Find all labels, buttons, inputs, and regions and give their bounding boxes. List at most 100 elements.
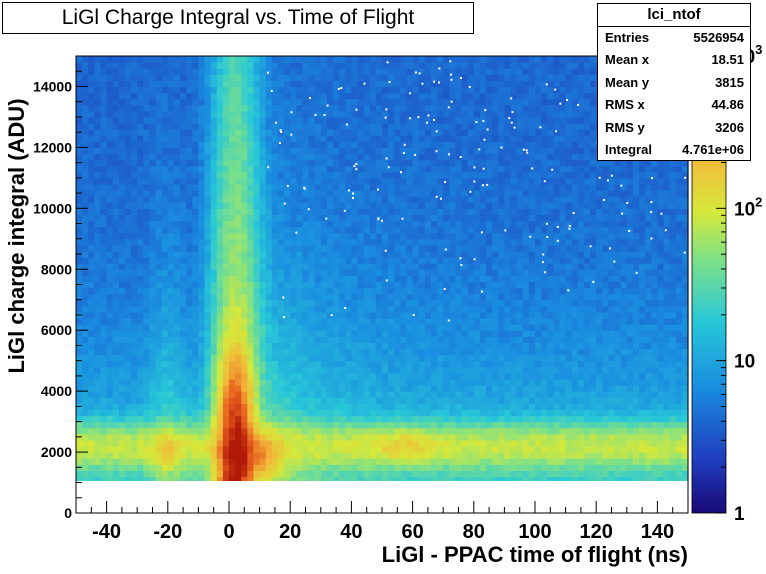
heatmap-cell [192, 202, 199, 209]
heatmap-cell [173, 68, 181, 75]
heatmap-cell [412, 153, 420, 161]
heatmap-cell [161, 171, 169, 179]
heatmap-cell [394, 311, 401, 319]
heatmap-cell [443, 92, 450, 100]
heatmap-cell [241, 330, 248, 337]
heatmap-cell [265, 305, 273, 313]
heatmap-cell [210, 445, 218, 453]
heatmap-cell [467, 263, 475, 270]
heatmap-cell [504, 263, 512, 270]
heatmap-cell [229, 360, 236, 368]
heatmap-cell [320, 147, 328, 155]
heatmap-cell [351, 116, 359, 124]
heatmap-cell [155, 263, 163, 270]
heatmap-cell [339, 305, 346, 313]
heatmap-cell [155, 153, 163, 161]
heatmap-cell [369, 263, 377, 270]
heatmap-cell [167, 305, 175, 313]
heatmap-cell [112, 409, 120, 417]
heatmap-cell [277, 354, 285, 362]
heatmap-cell [345, 62, 352, 69]
heatmap-cell [155, 324, 163, 331]
heatmap-cell [455, 214, 463, 222]
heatmap-cell [400, 281, 408, 289]
heatmap-cell [204, 439, 212, 447]
heatmap-cell [167, 299, 175, 307]
heatmap-cell [161, 433, 169, 441]
heatmap-cell [271, 165, 279, 173]
heatmap-cell [186, 80, 193, 88]
heatmap-cell [504, 452, 512, 459]
heatmap-cell [210, 238, 218, 246]
heatmap-cell [253, 281, 261, 289]
heatmap-cell [204, 244, 212, 252]
heatmap-cell [118, 238, 126, 246]
heatmap-cell [88, 403, 95, 411]
heatmap-cell [443, 385, 450, 392]
heatmap-cell [94, 56, 102, 63]
heatmap-cell [131, 244, 138, 252]
heatmap-cell [229, 190, 236, 197]
heatmap-cell [167, 159, 175, 167]
heatmap-cell [229, 348, 236, 356]
heatmap-cell [131, 403, 138, 411]
heatmap-cell [430, 123, 438, 130]
heatmap-cell [222, 354, 230, 362]
heatmap-cell [241, 141, 248, 148]
heatmap-cell [333, 141, 340, 148]
heatmap-cell [137, 232, 144, 240]
heatmap-cell [277, 190, 285, 197]
heatmap-cell [339, 311, 346, 319]
heatmap-cell [437, 330, 444, 337]
heatmap-cell [486, 305, 493, 313]
heatmap-cell [290, 98, 297, 106]
heatmap-cell [247, 190, 255, 197]
heatmap-cell [326, 232, 334, 240]
heatmap-cell [504, 232, 512, 240]
heatmap-cell [375, 385, 383, 392]
heatmap-cell [161, 470, 169, 478]
heatmap-cell [461, 324, 469, 331]
heatmap-cell [277, 397, 285, 404]
heatmap-cell [247, 208, 255, 216]
heatmap-cell [443, 226, 450, 234]
heatmap-cell [180, 330, 187, 337]
heatmap-cell [210, 196, 218, 203]
heatmap-cell [339, 177, 346, 185]
heatmap-cell [94, 165, 102, 173]
heatmap-cell [180, 214, 187, 222]
heatmap-cell [388, 165, 395, 173]
heatmap-cell [382, 366, 389, 374]
heatmap-cell [302, 452, 310, 459]
heatmap-cell [351, 171, 359, 179]
heatmap-cell [357, 415, 365, 423]
heatmap-cell [229, 110, 236, 118]
heatmap-cell [124, 190, 132, 197]
heatmap-cell [510, 385, 518, 392]
heatmap-cell [363, 135, 371, 142]
heatmap-cell [320, 366, 328, 374]
heatmap-cell [186, 226, 193, 234]
heatmap-cell [112, 147, 120, 155]
heatmap-cell [118, 397, 126, 404]
heatmap-cell [302, 372, 310, 380]
heatmap-cell [498, 458, 505, 465]
heatmap-cell [473, 470, 481, 478]
heatmap-cell [82, 226, 89, 234]
heatmap-cell [167, 281, 175, 289]
heatmap-cell [388, 104, 395, 112]
heatmap-cell [192, 281, 199, 289]
heatmap-cell [406, 129, 414, 136]
heatmap-cell [351, 305, 359, 313]
heatmap-cell [424, 104, 432, 112]
heatmap-cell [229, 226, 236, 234]
heatmap-cell [394, 98, 401, 106]
heatmap-cell [504, 427, 512, 435]
heatmap-cell [455, 123, 463, 130]
heatmap-cell [216, 464, 224, 471]
heatmap-cell [418, 397, 426, 404]
heatmap-cell [467, 190, 475, 197]
heatmap-cell [486, 324, 493, 331]
heatmap-cell [308, 171, 316, 179]
heatmap-cell [161, 153, 169, 161]
